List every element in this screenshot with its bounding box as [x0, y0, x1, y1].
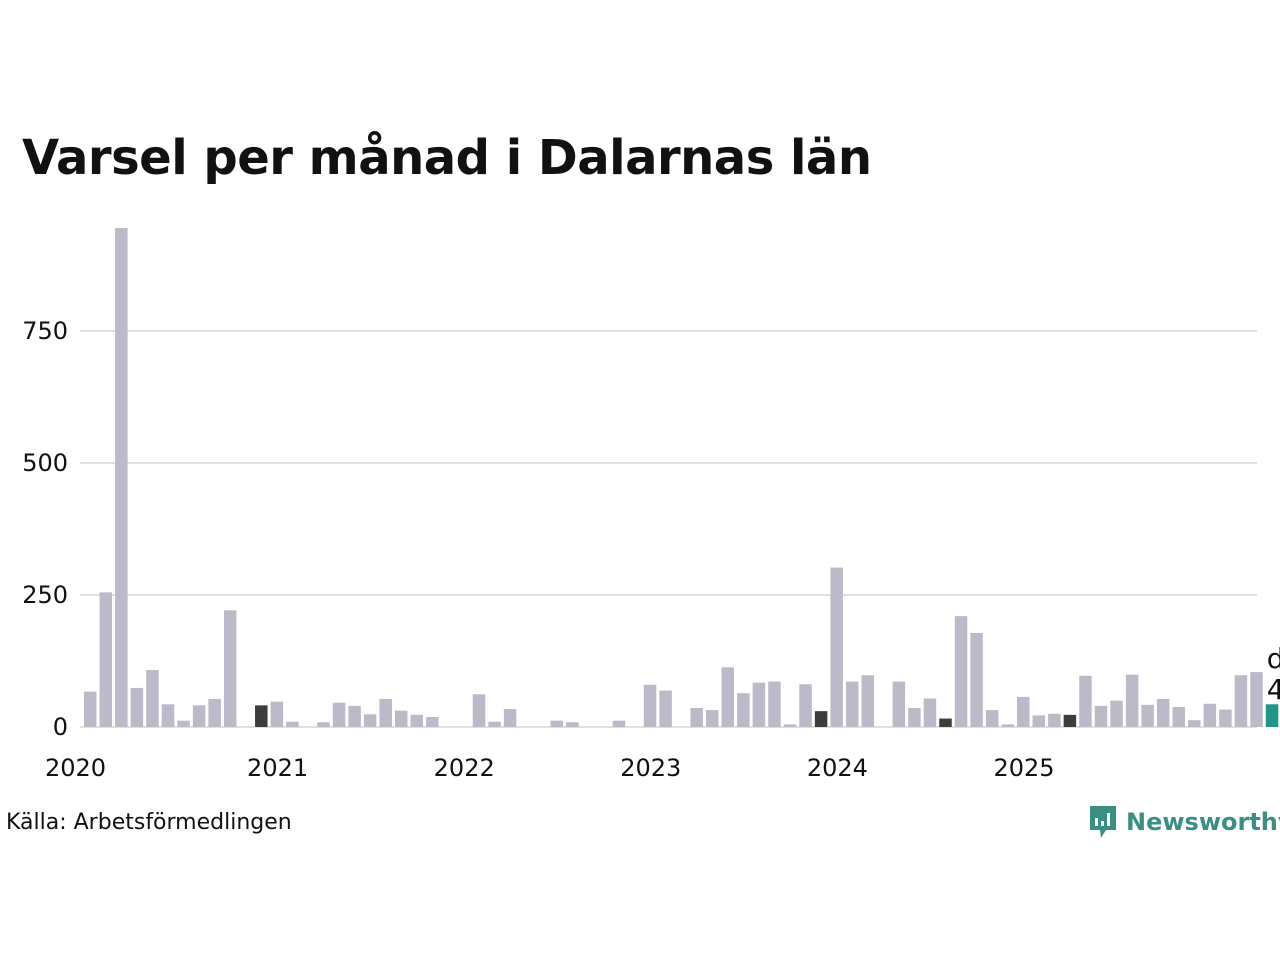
bar	[410, 714, 424, 727]
bar	[892, 681, 906, 727]
bar	[861, 675, 874, 727]
bar	[161, 704, 175, 727]
bar	[985, 710, 999, 727]
bar	[1125, 674, 1139, 727]
newsworthy-logo-icon	[1090, 806, 1116, 838]
y-tick-label: 750	[22, 317, 68, 345]
annotation-value: 43	[1267, 673, 1280, 706]
bar	[1219, 709, 1232, 727]
bar	[1203, 703, 1217, 727]
bar	[130, 687, 144, 727]
bar	[706, 710, 719, 727]
bar	[379, 699, 392, 727]
bar	[1265, 704, 1279, 727]
latest-annotation: dec43	[1267, 642, 1280, 706]
bar	[317, 722, 330, 727]
bar	[923, 698, 937, 727]
source-note: Källa: Arbetsförmedlingen	[6, 810, 292, 835]
bar	[550, 720, 563, 727]
bar	[643, 684, 657, 727]
bar	[1032, 715, 1046, 727]
bar	[146, 669, 159, 727]
gridlines	[80, 330, 1257, 728]
bar	[223, 610, 237, 727]
bar	[768, 681, 781, 727]
bar	[830, 567, 843, 727]
bar	[1156, 699, 1170, 727]
bar	[954, 616, 968, 727]
bar	[426, 716, 439, 727]
bar	[1079, 675, 1092, 727]
bar	[1141, 704, 1154, 727]
bar	[192, 705, 206, 727]
x-tick-label: 2023	[620, 754, 681, 782]
bar	[1188, 720, 1201, 727]
bar	[752, 682, 766, 727]
y-axis-labels: 0 250 500 750	[22, 317, 68, 741]
bar	[1094, 705, 1108, 727]
bar	[472, 694, 486, 727]
bar	[99, 592, 113, 727]
y-tick-label: 500	[22, 449, 68, 477]
bar	[286, 721, 299, 727]
bar	[1063, 714, 1077, 727]
bar	[845, 681, 859, 727]
bar	[115, 228, 128, 728]
newsworthy-logo-text: Newsworthy	[1126, 808, 1280, 836]
bar	[566, 722, 579, 727]
newsworthy-logo[interactable]: Newsworthy	[1088, 804, 1280, 840]
bar	[208, 699, 221, 727]
bar	[1048, 713, 1061, 727]
x-tick-label: 2022	[434, 754, 495, 782]
bar	[690, 707, 703, 727]
x-tick-label: 2021	[247, 754, 308, 782]
bar	[488, 721, 501, 727]
x-tick-label: 2024	[807, 754, 868, 782]
y-tick-label: 250	[22, 581, 68, 609]
bar	[270, 701, 284, 727]
x-axis-labels: 2020 2021 2022 2023 2024 2025	[45, 754, 1055, 782]
bar	[737, 693, 750, 727]
bar	[1234, 675, 1248, 727]
bar	[1001, 724, 1014, 727]
bar	[332, 702, 346, 727]
chart-title: Varsel per månad i Dalarnas län	[22, 130, 872, 186]
bar	[783, 724, 797, 727]
bar	[1172, 706, 1185, 727]
bar	[814, 711, 828, 727]
annotation-month: dec	[1267, 642, 1280, 675]
bar	[1110, 700, 1123, 727]
bar	[721, 667, 735, 727]
bar	[177, 720, 190, 727]
y-tick-label: 0	[53, 713, 68, 741]
x-tick-label: 2025	[993, 754, 1054, 782]
bar	[799, 684, 812, 727]
bar	[1017, 696, 1030, 727]
bar	[1250, 672, 1263, 727]
bar	[255, 705, 268, 727]
bar	[939, 718, 952, 727]
bar	[908, 707, 921, 727]
bar	[84, 691, 97, 727]
bars	[84, 228, 1279, 728]
x-tick-label: 2020	[45, 754, 106, 782]
bar	[503, 709, 517, 727]
bar	[612, 720, 626, 727]
bar	[395, 710, 408, 727]
bar	[970, 633, 983, 727]
bar	[348, 705, 361, 727]
bar	[363, 714, 377, 727]
bar	[659, 690, 672, 727]
